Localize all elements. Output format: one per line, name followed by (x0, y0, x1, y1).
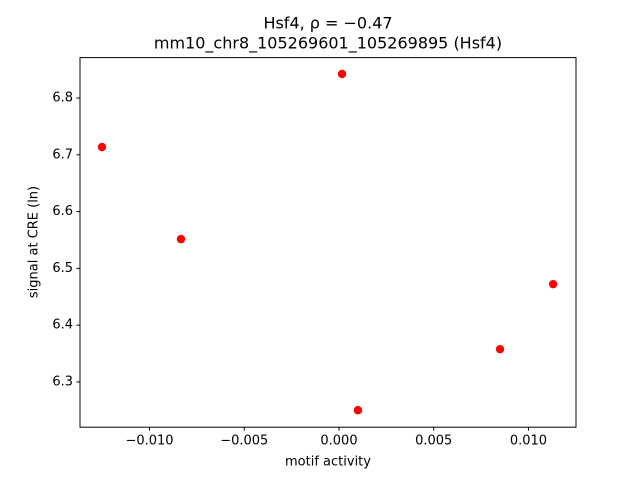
chart-subtitle: mm10_chr8_105269601_105269895 (Hsf4) (154, 34, 502, 54)
x-tick-label: −0.010 (125, 434, 173, 449)
point (548, 279, 558, 289)
y-tick-label: 6.6 (52, 204, 73, 219)
x-tick-label: 0.005 (415, 434, 452, 449)
x-tick-label: 0.000 (320, 434, 357, 449)
chart-title: Hsf4, ρ = −0.47 (263, 14, 392, 33)
plot-frame (79, 57, 577, 428)
point (176, 234, 186, 244)
x-tick-label: 0.010 (510, 434, 547, 449)
y-tick-label: 6.7 (52, 147, 73, 162)
point (495, 344, 505, 354)
y-tick-label: 6.5 (52, 261, 73, 276)
y-tick-label: 6.3 (52, 374, 73, 389)
y-axis-label: signal at CRE (ln) (27, 186, 42, 298)
point (353, 406, 363, 415)
x-axis-label: motif activity (285, 455, 371, 470)
point (337, 69, 347, 79)
x-tick-label: −0.005 (220, 434, 268, 449)
point (97, 142, 107, 152)
y-tick-label: 6.4 (52, 318, 73, 333)
y-tick-label: 6.8 (52, 91, 73, 106)
